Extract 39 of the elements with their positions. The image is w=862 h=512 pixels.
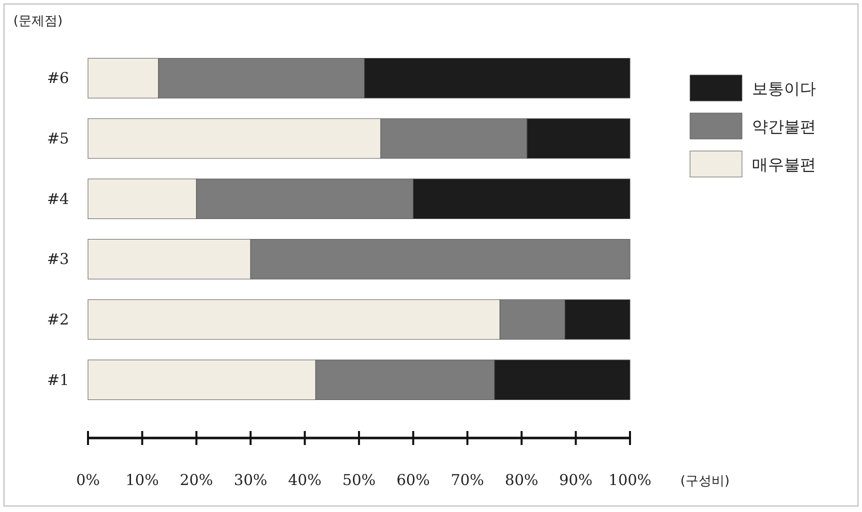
x-tick-label: 60%: [396, 471, 430, 489]
y-axis-title: (문제점): [13, 14, 63, 29]
legend-label: 보통이다: [752, 79, 816, 98]
bar: [494, 360, 630, 400]
y-tick-label: #4: [46, 190, 70, 208]
x-axis-title: (구성비): [680, 474, 730, 489]
x-tick-label: 100%: [608, 471, 652, 489]
bar: [196, 178, 414, 219]
x-tick-label: 80%: [504, 471, 538, 489]
bar: [88, 360, 316, 400]
x-tick-label: 0%: [76, 471, 100, 489]
y-tick-label: #2: [46, 310, 70, 328]
legend-label: 약간불편: [752, 117, 816, 136]
bar: [88, 178, 197, 219]
legend-label: 매우불편: [752, 155, 816, 174]
x-tick-label: 30%: [234, 471, 268, 489]
bar: [88, 239, 251, 280]
bar: [88, 299, 500, 340]
bar: [88, 118, 381, 159]
x-tick-label: 10%: [126, 471, 159, 489]
x-tick-label: 40%: [288, 471, 322, 489]
bar: [500, 299, 566, 340]
x-tick-label: 90%: [559, 471, 592, 489]
bar: [88, 58, 159, 98]
y-tick-label: #6: [46, 69, 70, 88]
bar: [315, 360, 495, 400]
y-tick-label: #3: [46, 250, 70, 268]
bar: [526, 118, 630, 159]
bar: [250, 239, 630, 280]
y-tick-label: #5: [46, 130, 70, 148]
bar: [158, 58, 365, 98]
bar: [412, 178, 630, 219]
bar: [364, 58, 630, 98]
bar: [564, 299, 630, 340]
x-tick-label: 50%: [342, 471, 376, 489]
y-tick-label: #1: [46, 370, 70, 389]
x-tick-label: 70%: [450, 471, 484, 489]
x-tick-label: 20%: [180, 471, 214, 489]
bar: [380, 118, 528, 159]
